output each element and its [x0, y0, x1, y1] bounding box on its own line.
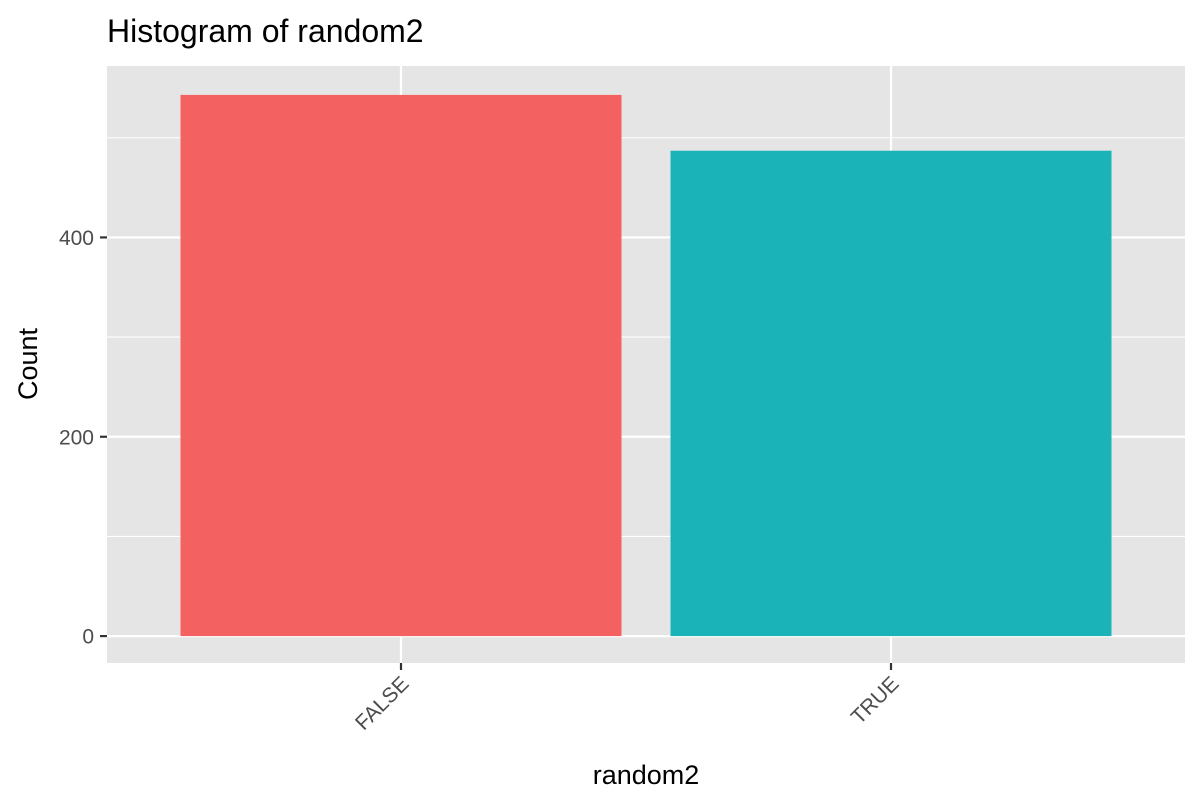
y-tick-label: 200	[59, 426, 94, 449]
bars	[180, 94, 1112, 637]
y-axis-title: Count	[13, 327, 43, 400]
bar-false	[180, 94, 622, 637]
x-tick-label: TRUE	[847, 672, 904, 729]
y-tick-label: 400	[59, 227, 94, 250]
x-axis-title: random2	[593, 760, 700, 790]
chart-title: Histogram of random2	[107, 13, 424, 49]
y-tick-label: 0	[82, 626, 94, 649]
y-axis: 0 200 400	[59, 227, 107, 649]
bar-true	[670, 150, 1112, 637]
x-tick-label: FALSE	[351, 672, 413, 734]
x-axis: FALSE TRUE	[351, 663, 904, 735]
